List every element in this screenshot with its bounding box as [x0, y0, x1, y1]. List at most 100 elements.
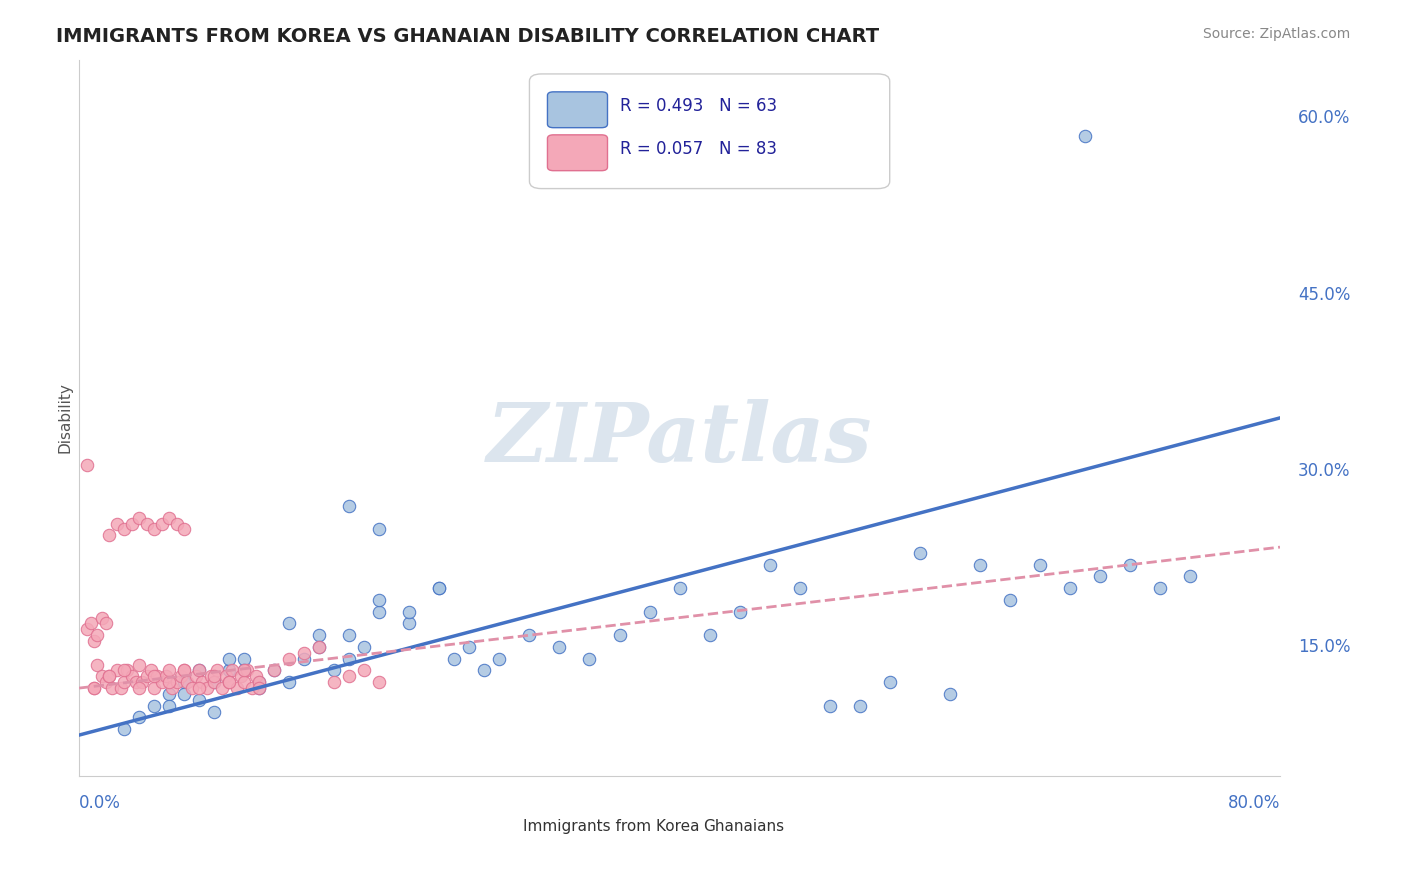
Point	[221, 664, 243, 678]
Point	[998, 593, 1021, 607]
Point	[337, 669, 360, 683]
Point	[233, 664, 256, 678]
Point	[278, 616, 301, 631]
Point	[90, 610, 112, 624]
Point	[218, 664, 240, 678]
Text: R = 0.493   N = 63: R = 0.493 N = 63	[620, 97, 776, 115]
Text: Source: ZipAtlas.com: Source: ZipAtlas.com	[1202, 27, 1350, 41]
Point	[105, 664, 128, 678]
Point	[247, 675, 270, 690]
Point	[292, 651, 315, 665]
Point	[98, 669, 121, 683]
Text: 80.0%: 80.0%	[1227, 794, 1279, 812]
FancyBboxPatch shape	[491, 800, 522, 826]
Point	[188, 664, 211, 678]
Point	[105, 516, 128, 531]
Point	[728, 605, 751, 619]
Point	[218, 675, 240, 690]
Point	[98, 528, 121, 542]
Point	[789, 581, 811, 595]
Point	[233, 664, 256, 678]
FancyBboxPatch shape	[547, 135, 607, 170]
Point	[195, 681, 218, 695]
Point	[202, 675, 225, 690]
Point	[308, 628, 330, 642]
Point	[245, 669, 267, 683]
Point	[76, 458, 98, 472]
Point	[166, 516, 188, 531]
Point	[160, 681, 183, 695]
Point	[150, 675, 173, 690]
Point	[368, 675, 391, 690]
Point	[157, 675, 180, 690]
Point	[548, 640, 571, 654]
Point	[188, 693, 211, 707]
Point	[215, 669, 238, 683]
Point	[112, 664, 135, 678]
Point	[94, 616, 117, 631]
Point	[519, 628, 541, 642]
Point	[429, 581, 451, 595]
Point	[211, 681, 233, 695]
Text: ZIPatlas: ZIPatlas	[486, 400, 872, 479]
Point	[818, 698, 841, 713]
Point	[131, 675, 153, 690]
Point	[173, 523, 195, 537]
Point	[278, 675, 301, 690]
Point	[488, 651, 510, 665]
Point	[143, 669, 166, 683]
Point	[638, 605, 661, 619]
Point	[263, 664, 285, 678]
Point	[155, 669, 177, 683]
FancyBboxPatch shape	[530, 74, 890, 188]
Point	[202, 669, 225, 683]
Point	[112, 675, 135, 690]
Point	[1059, 581, 1081, 595]
Point	[90, 669, 112, 683]
Point	[337, 628, 360, 642]
Point	[443, 651, 465, 665]
Point	[398, 616, 420, 631]
Point	[83, 634, 105, 648]
Point	[98, 669, 121, 683]
Point	[247, 681, 270, 695]
Point	[112, 523, 135, 537]
Text: Ghanaians: Ghanaians	[703, 819, 785, 834]
Point	[135, 669, 157, 683]
Point	[173, 675, 195, 690]
Point	[225, 681, 247, 695]
Point	[263, 664, 285, 678]
Text: IMMIGRANTS FROM KOREA VS GHANAIAN DISABILITY CORRELATION CHART: IMMIGRANTS FROM KOREA VS GHANAIAN DISABI…	[56, 27, 879, 45]
Text: 15.0%: 15.0%	[1298, 638, 1351, 656]
Text: 45.0%: 45.0%	[1298, 285, 1350, 303]
Point	[83, 681, 105, 695]
Point	[86, 657, 108, 672]
Point	[135, 516, 157, 531]
Text: 60.0%: 60.0%	[1298, 110, 1350, 128]
Point	[240, 681, 263, 695]
Point	[205, 664, 228, 678]
Point	[308, 640, 330, 654]
Text: R = 0.057   N = 83: R = 0.057 N = 83	[620, 140, 776, 158]
Point	[94, 675, 117, 690]
Point	[143, 523, 166, 537]
Point	[128, 657, 150, 672]
Point	[157, 687, 180, 701]
Point	[173, 664, 195, 678]
Point	[848, 698, 870, 713]
Point	[337, 499, 360, 513]
Point	[668, 581, 690, 595]
Point	[180, 681, 202, 695]
Point	[188, 681, 211, 695]
Point	[323, 675, 346, 690]
Y-axis label: Disability: Disability	[58, 383, 72, 453]
Point	[247, 681, 270, 695]
Point	[128, 510, 150, 524]
Point	[758, 558, 780, 572]
Text: 0.0%: 0.0%	[79, 794, 121, 812]
Text: ZIPatlas: ZIPatlas	[486, 400, 872, 479]
Point	[323, 664, 346, 678]
Point	[115, 664, 138, 678]
Point	[157, 698, 180, 713]
Point	[110, 681, 132, 695]
